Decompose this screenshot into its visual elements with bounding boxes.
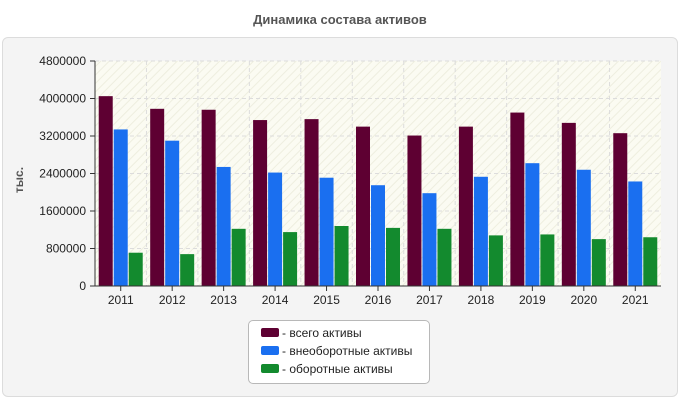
bar-total-2017 [407,135,422,286]
bar-current-2018 [488,235,503,286]
y-tick-label: 3200000 [39,129,86,143]
bar-noncurrent-2019 [525,163,540,286]
x-tick-label: 2012 [159,293,186,307]
bar-total-2011 [98,96,113,286]
bar-total-2016 [356,126,370,286]
bar-current-2015 [334,226,349,286]
x-tick-label: 2019 [519,293,546,307]
bar-current-2020 [591,239,606,286]
bar-noncurrent-2018 [473,176,488,286]
bar-noncurrent-2017 [422,193,437,286]
bar-noncurrent-2016 [371,185,385,286]
x-tick-label: 2021 [622,293,649,307]
bar-current-2011 [128,252,143,286]
legend-prefix: - [282,344,290,358]
x-tick-label: 2018 [468,293,495,307]
bar-total-2013 [201,109,216,286]
bar-current-2016 [386,227,400,286]
legend-label-noncurrent: внеоборотные активы [289,344,413,358]
bar-current-2019 [540,234,555,286]
legend-swatch-total [261,328,279,338]
bar-total-2019 [510,112,525,286]
y-tick-label: 4000000 [39,92,86,106]
bar-noncurrent-2013 [216,166,231,286]
x-tick-label: 2015 [313,293,340,307]
bar-total-2014 [253,120,268,286]
bar-noncurrent-2020 [576,169,591,286]
y-tick-label: 2400000 [39,167,86,181]
y-tick-label: 800000 [46,242,86,256]
x-tick-label: 2020 [570,293,597,307]
x-tick-label: 2011 [108,293,134,307]
bar-total-2015 [304,119,319,286]
legend-item-current: - оборотные активы [261,362,393,378]
legend-prefix: - [282,362,290,376]
bar-noncurrent-2012 [165,140,180,286]
bar-total-2018 [458,126,473,286]
bar-noncurrent-2011 [113,129,128,286]
bar-total-2021 [613,133,628,286]
y-tick-label: 4800000 [39,54,86,68]
y-tick-label: 1600000 [39,204,86,218]
legend-swatch-current [261,364,279,374]
bar-total-2012 [150,108,165,286]
legend-label-total: всего активы [289,326,362,340]
y-tick-label: 0 [79,279,86,293]
x-tick-label: 2016 [365,293,392,307]
legend-prefix: - [282,326,290,340]
bar-total-2020 [561,122,576,286]
bar-noncurrent-2015 [319,177,334,286]
x-tick-label: 2017 [416,293,443,307]
legend-label-current: оборотные активы [289,362,393,376]
bar-noncurrent-2021 [628,181,643,286]
bar-current-2013 [231,228,246,286]
bar-noncurrent-2014 [268,172,283,286]
y-axis-label: тыс. [12,166,26,194]
x-tick-label: 2013 [210,293,237,307]
legend-item-total: - всего активы [261,326,362,342]
legend-swatch-noncurrent [261,346,279,356]
bar-current-2021 [643,237,658,286]
bar-current-2017 [437,228,452,286]
bar-current-2012 [180,254,195,286]
bar-current-2014 [283,232,298,286]
legend-item-noncurrent: - внеоборотные активы [261,344,412,360]
chart-title: Динамика состава активов [253,12,427,27]
legend: - всего активы - внеоборотные активы - о… [248,320,430,384]
x-tick-label: 2014 [262,293,289,307]
